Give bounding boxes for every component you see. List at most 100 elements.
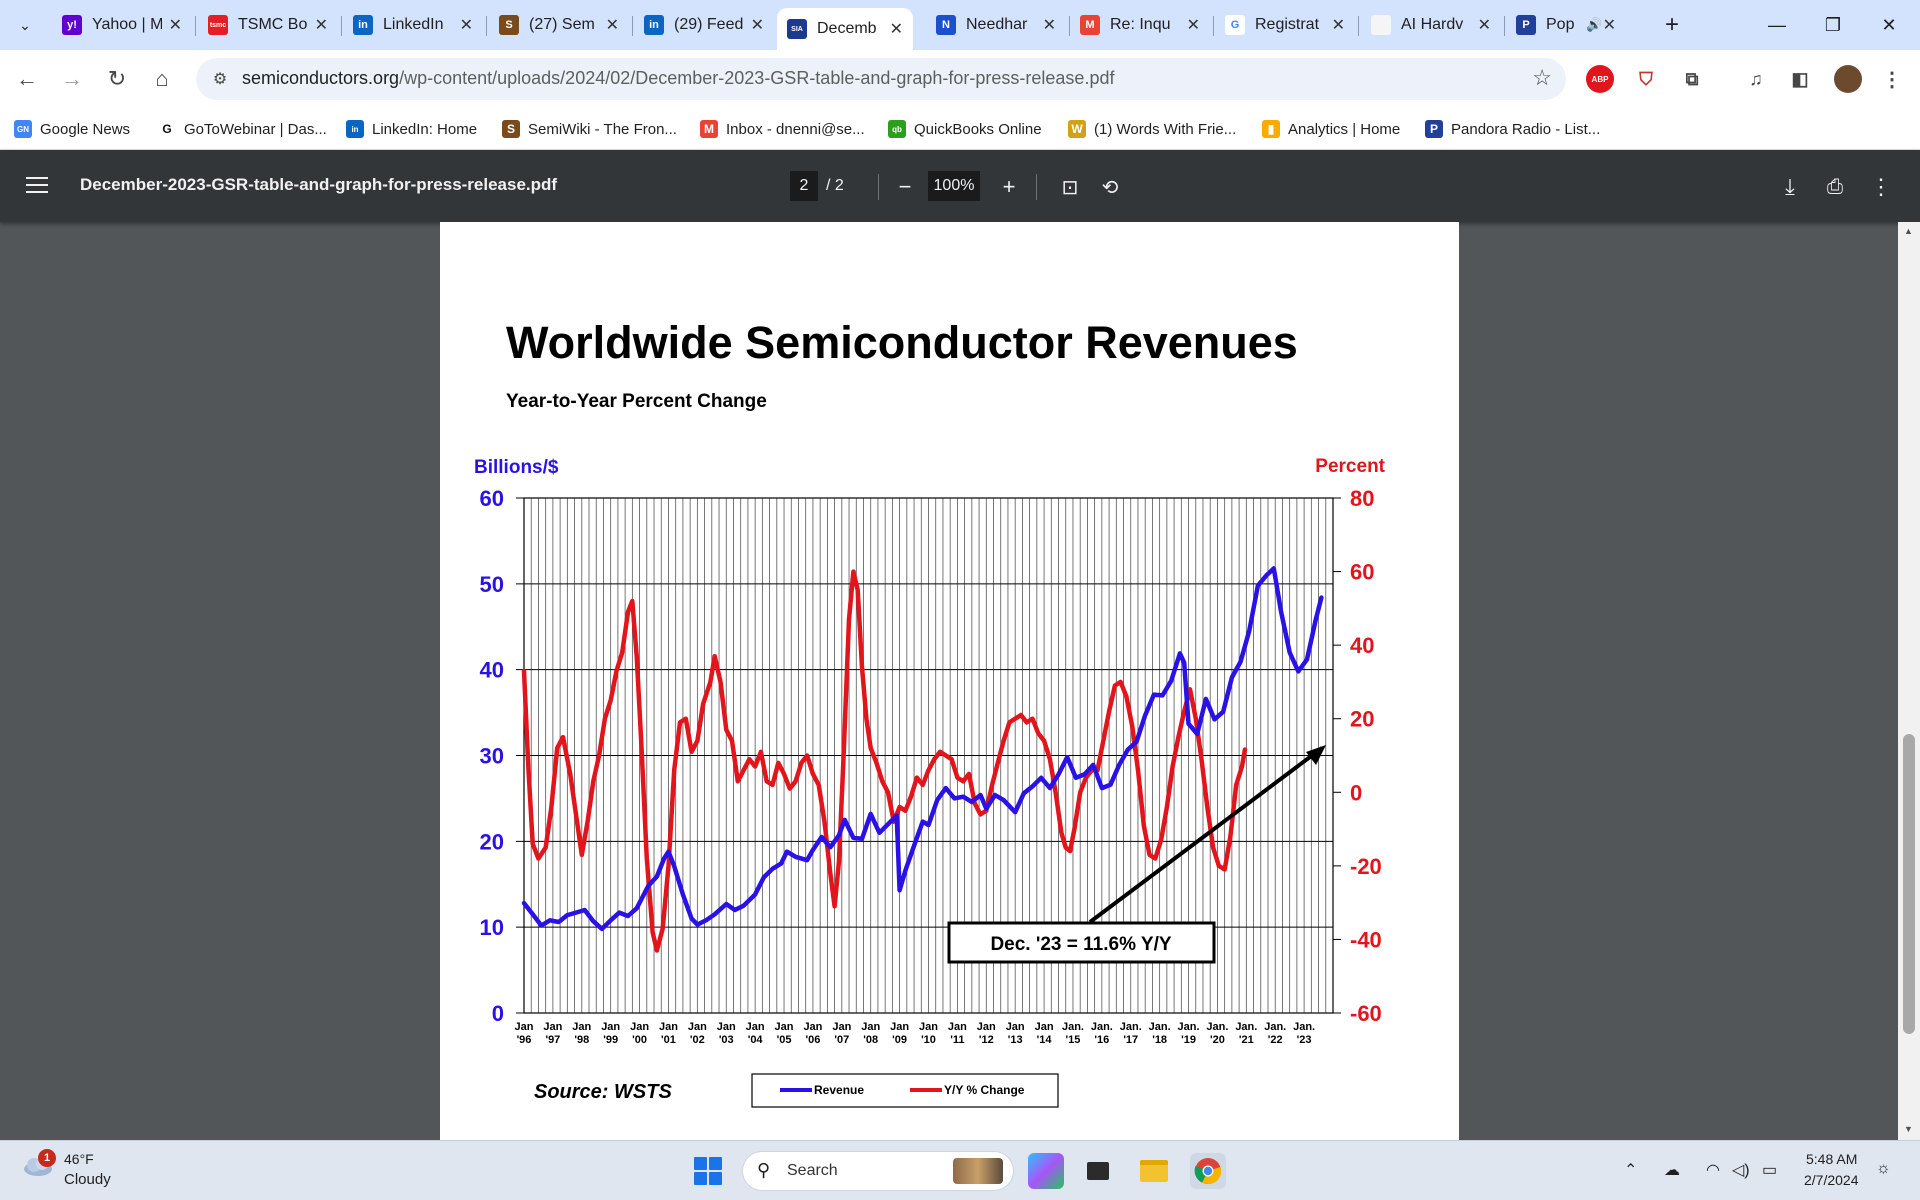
x-tick: Jan'09 — [890, 1021, 909, 1046]
x-tick: Jan'10 — [919, 1021, 938, 1046]
right-tick-label: -60 — [1350, 1001, 1382, 1026]
close-tab-icon[interactable]: ✕ — [459, 17, 473, 34]
minimize-icon[interactable]: — — [1768, 14, 1786, 35]
volume-icon[interactable]: ◁) — [1732, 1162, 1750, 1179]
close-tab-icon[interactable]: ✕ — [1331, 17, 1345, 34]
bookmark-item[interactable]: in LinkedIn: Home — [346, 116, 477, 142]
scrollbar-thumb[interactable] — [1903, 734, 1915, 1034]
close-tab-icon[interactable]: ✕ — [1602, 17, 1616, 34]
browser-tab[interactable]: S (27) Sem ✕ — [489, 8, 629, 42]
battery-icon[interactable]: ▭ — [1762, 1162, 1778, 1179]
media-controls-icon[interactable]: ♫ — [1749, 68, 1763, 89]
clock-time[interactable]: 5:48 AM — [1806, 1151, 1858, 1167]
scroll-down-icon[interactable]: ▼ — [1904, 1124, 1913, 1134]
page-number-input[interactable]: 2 — [790, 171, 818, 201]
browser-tab[interactable]: M Re: Inqu ✕ — [1070, 8, 1210, 42]
close-tab-icon[interactable]: ✕ — [1042, 17, 1056, 34]
back-icon[interactable]: ← — [16, 66, 38, 91]
bookmark-item[interactable]: G GoToWebinar | Das... — [158, 116, 327, 142]
bookmark-item[interactable]: GN Google News — [14, 116, 130, 142]
file-explorer-icon[interactable] — [1136, 1153, 1172, 1189]
new-tab-icon[interactable]: + — [1665, 11, 1680, 38]
zoom-level-input[interactable]: 100% — [928, 171, 980, 201]
bookmark-item[interactable]: W (1) Words With Frie... — [1068, 116, 1236, 142]
scroll-up-icon[interactable]: ▲ — [1904, 226, 1913, 236]
bookmark-star-icon[interactable]: ☆ — [1532, 65, 1552, 90]
browser-tab[interactable]: G Registrat ✕ — [1215, 8, 1355, 42]
fit-page-icon[interactable]: ⊡ — [1061, 176, 1079, 199]
browser-tab[interactable]: in (29) Feed ✕ — [634, 8, 774, 42]
close-tab-icon[interactable]: ✕ — [750, 17, 764, 34]
x-tick-year: '09 — [892, 1034, 907, 1046]
site-info-icon[interactable]: ⚙ — [212, 71, 228, 88]
vertical-scrollbar[interactable]: ▲ ▼ — [1898, 222, 1920, 1140]
close-tab-icon[interactable]: ✕ — [1477, 17, 1491, 34]
close-tab-icon[interactable]: ✕ — [889, 21, 903, 38]
bookmark-item[interactable]: M Inbox - dnenni@se... — [700, 116, 865, 142]
yoy-change-series-line — [521, 569, 1248, 953]
tab-label: Registrat — [1255, 16, 1320, 33]
browser-tab[interactable]: N Needhar ✕ — [926, 8, 1066, 42]
onedrive-cloud-icon[interactable]: ☁ — [1664, 1162, 1680, 1179]
close-tab-icon[interactable]: ✕ — [605, 17, 619, 34]
x-tick-month: Jan — [746, 1021, 765, 1033]
zoom-in-icon[interactable]: + — [1002, 174, 1016, 199]
notification-icon[interactable]: ☼ — [1876, 1160, 1891, 1177]
print-icon[interactable]: ⎙ — [1827, 175, 1843, 198]
extension-shield-icon[interactable]: ⛉ — [1639, 68, 1653, 89]
clock-date[interactable]: 2/7/2024 — [1804, 1172, 1859, 1188]
chrome-menu-icon[interactable]: ⋮ — [1882, 68, 1902, 91]
bookmark-label: LinkedIn: Home — [372, 120, 478, 138]
profile-avatar[interactable] — [1834, 65, 1862, 93]
forward-icon[interactable]: → — [61, 66, 83, 91]
pdf-more-options-icon[interactable]: ⋮ — [1870, 174, 1892, 199]
weather-condition[interactable]: Cloudy — [64, 1171, 111, 1188]
bookmark-item[interactable]: P Pandora Radio - List... — [1425, 116, 1600, 142]
close-window-icon[interactable]: ✕ — [1881, 14, 1897, 35]
address-bar[interactable]: ⚙ semiconductors.org/wp-content/uploads/… — [196, 58, 1566, 100]
browser-tab[interactable]: P Pop 🔊 ✕ — [1506, 8, 1626, 42]
zoom-out-icon[interactable]: − — [898, 174, 912, 199]
bookmark-item[interactable]: S SemiWiki - The Fron... — [502, 116, 677, 142]
x-tick-month: Jan — [861, 1021, 880, 1033]
download-icon[interactable]: ⤓ — [1785, 174, 1795, 199]
browser-tab[interactable]: tsmc TSMC Bo ✕ — [198, 8, 338, 42]
close-tab-icon[interactable]: ✕ — [314, 17, 328, 34]
x-tick-month: Jan — [515, 1021, 534, 1033]
bookmark-item[interactable]: qb QuickBooks Online — [888, 116, 1042, 142]
weather-temperature[interactable]: 46°F — [64, 1151, 94, 1167]
show-hidden-icons-chevron[interactable]: ⌃ — [1624, 1162, 1638, 1179]
x-tick-month: Jan — [717, 1021, 736, 1033]
restore-icon[interactable]: ❐ — [1824, 14, 1842, 35]
terminal-icon[interactable] — [1080, 1153, 1116, 1189]
tab-search-chevron-icon[interactable]: ⌄ — [19, 16, 31, 33]
x-tick: Jan'04 — [746, 1021, 765, 1046]
side-panel-icon[interactable]: ◧ — [1791, 68, 1809, 89]
abp-icon[interactable]: ABP — [1586, 65, 1614, 93]
puzzle-extensions-icon[interactable]: ⧉ — [1685, 68, 1699, 89]
rotate-icon[interactable]: ⟲ — [1101, 176, 1119, 199]
taskbar-search-box[interactable]: ⚲ Search — [742, 1151, 1014, 1191]
x-tick-month: Jan — [1035, 1021, 1054, 1033]
x-tick: Jan.'17 — [1120, 1021, 1142, 1046]
wifi-icon[interactable]: ◠ — [1706, 1162, 1720, 1179]
audio-playing-icon[interactable]: 🔊 — [1586, 17, 1603, 32]
pdf-sidebar-menu-icon[interactable] — [26, 174, 48, 196]
x-tick-year: '97 — [545, 1034, 560, 1046]
close-tab-icon[interactable]: ✕ — [168, 17, 182, 34]
browser-tab[interactable]: y! Yahoo | M ✕ — [52, 8, 192, 42]
x-tick-month: Jan. — [1178, 1021, 1200, 1033]
browser-tab[interactable]: AI Hardv ✕ — [1361, 8, 1501, 42]
copilot-icon[interactable] — [1028, 1153, 1064, 1189]
url-text[interactable]: semiconductors.org/wp-content/uploads/20… — [242, 68, 1115, 88]
chrome-taskbar-icon[interactable] — [1190, 1153, 1226, 1189]
browser-tab[interactable]: in LinkedIn ✕ — [343, 8, 483, 42]
home-icon[interactable]: ⌂ — [155, 66, 169, 91]
reload-icon[interactable]: ↻ — [107, 66, 127, 91]
x-tick-year: '00 — [632, 1034, 647, 1046]
bookmark-item[interactable]: ▮ Analytics | Home — [1262, 116, 1400, 142]
browser-tab[interactable]: SIA Decemb ✕ — [777, 8, 913, 50]
close-tab-icon[interactable]: ✕ — [1186, 17, 1200, 34]
page-icon — [1371, 15, 1391, 35]
windows-start-icon[interactable] — [694, 1157, 722, 1185]
